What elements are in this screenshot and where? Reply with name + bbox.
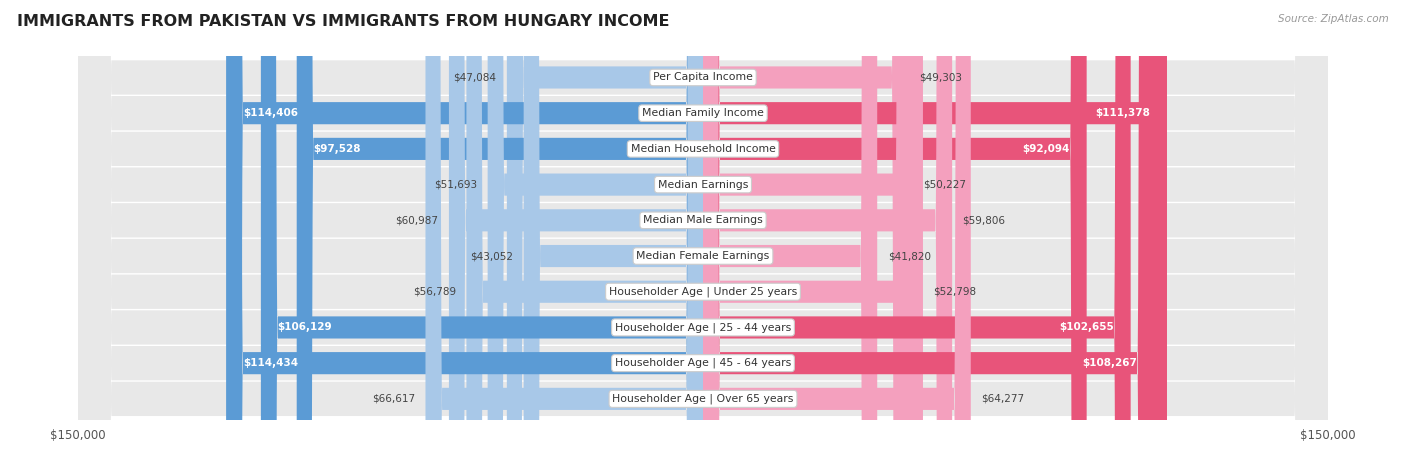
Text: $49,303: $49,303 — [918, 72, 962, 83]
Text: Householder Age | 45 - 64 years: Householder Age | 45 - 64 years — [614, 358, 792, 368]
Text: Householder Age | 25 - 44 years: Householder Age | 25 - 44 years — [614, 322, 792, 333]
FancyBboxPatch shape — [467, 0, 703, 467]
FancyBboxPatch shape — [523, 0, 703, 467]
Text: Median Male Earnings: Median Male Earnings — [643, 215, 763, 225]
FancyBboxPatch shape — [79, 0, 1327, 467]
Text: $56,789: $56,789 — [413, 287, 456, 297]
FancyBboxPatch shape — [79, 0, 1327, 467]
FancyBboxPatch shape — [79, 0, 1327, 467]
FancyBboxPatch shape — [79, 0, 1327, 467]
Text: $60,987: $60,987 — [395, 215, 439, 225]
FancyBboxPatch shape — [226, 0, 703, 467]
Text: Householder Age | Over 65 years: Householder Age | Over 65 years — [612, 394, 794, 404]
Text: $66,617: $66,617 — [373, 394, 415, 404]
FancyBboxPatch shape — [703, 0, 908, 467]
Text: Householder Age | Under 25 years: Householder Age | Under 25 years — [609, 286, 797, 297]
FancyBboxPatch shape — [79, 0, 1327, 467]
FancyBboxPatch shape — [79, 0, 1327, 467]
Text: $92,094: $92,094 — [1022, 144, 1070, 154]
FancyBboxPatch shape — [79, 0, 1327, 467]
FancyBboxPatch shape — [488, 0, 703, 467]
FancyBboxPatch shape — [703, 0, 1087, 467]
FancyBboxPatch shape — [506, 0, 703, 467]
FancyBboxPatch shape — [297, 0, 703, 467]
Text: Median Household Income: Median Household Income — [630, 144, 776, 154]
Text: $41,820: $41,820 — [887, 251, 931, 261]
Text: $52,798: $52,798 — [934, 287, 977, 297]
Text: Median Family Income: Median Family Income — [643, 108, 763, 118]
Text: $59,806: $59,806 — [963, 215, 1005, 225]
FancyBboxPatch shape — [703, 0, 912, 467]
FancyBboxPatch shape — [262, 0, 703, 467]
Text: $64,277: $64,277 — [981, 394, 1025, 404]
FancyBboxPatch shape — [703, 0, 922, 467]
FancyBboxPatch shape — [703, 0, 970, 467]
Text: Median Earnings: Median Earnings — [658, 180, 748, 190]
Text: $50,227: $50,227 — [922, 180, 966, 190]
Text: $114,434: $114,434 — [243, 358, 298, 368]
Text: IMMIGRANTS FROM PAKISTAN VS IMMIGRANTS FROM HUNGARY INCOME: IMMIGRANTS FROM PAKISTAN VS IMMIGRANTS F… — [17, 14, 669, 29]
Text: $97,528: $97,528 — [314, 144, 361, 154]
Text: Source: ZipAtlas.com: Source: ZipAtlas.com — [1278, 14, 1389, 24]
FancyBboxPatch shape — [703, 0, 1130, 467]
Text: $106,129: $106,129 — [277, 322, 332, 333]
FancyBboxPatch shape — [703, 0, 1167, 467]
FancyBboxPatch shape — [226, 0, 703, 467]
Text: $114,406: $114,406 — [243, 108, 298, 118]
Text: $51,693: $51,693 — [434, 180, 477, 190]
FancyBboxPatch shape — [703, 0, 1154, 467]
Text: $43,052: $43,052 — [470, 251, 513, 261]
FancyBboxPatch shape — [703, 0, 952, 467]
FancyBboxPatch shape — [703, 0, 877, 467]
Text: $102,655: $102,655 — [1059, 322, 1114, 333]
Text: $47,084: $47,084 — [454, 72, 496, 83]
Text: Per Capita Income: Per Capita Income — [652, 72, 754, 83]
Text: Median Female Earnings: Median Female Earnings — [637, 251, 769, 261]
Text: $111,378: $111,378 — [1095, 108, 1150, 118]
Text: $108,267: $108,267 — [1083, 358, 1137, 368]
FancyBboxPatch shape — [426, 0, 703, 467]
FancyBboxPatch shape — [449, 0, 703, 467]
FancyBboxPatch shape — [79, 0, 1327, 467]
FancyBboxPatch shape — [79, 0, 1327, 467]
FancyBboxPatch shape — [79, 0, 1327, 467]
